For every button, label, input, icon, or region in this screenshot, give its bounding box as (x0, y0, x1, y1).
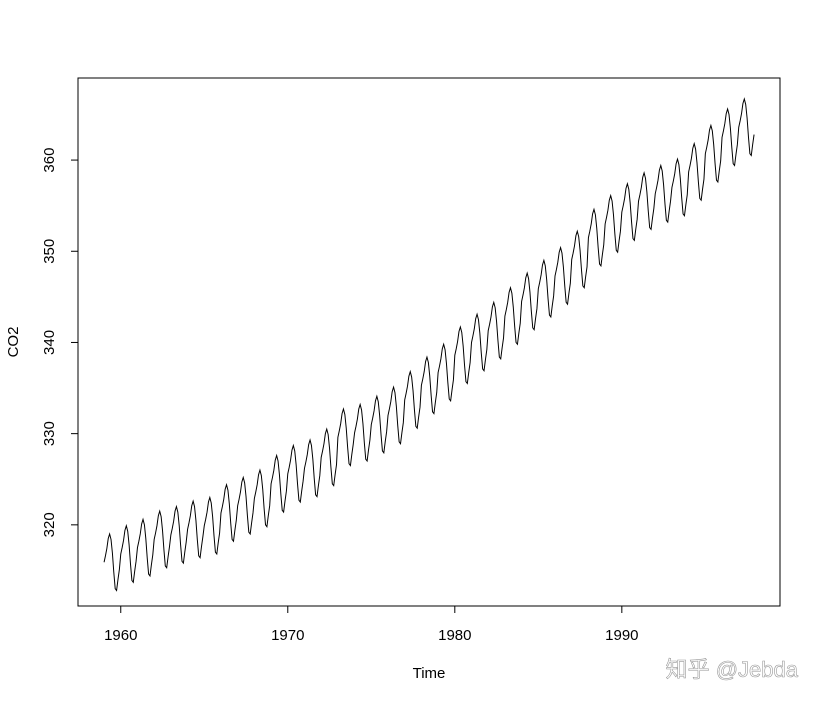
x-tick-label: 1990 (605, 627, 638, 644)
plot-frame (77, 77, 781, 607)
x-tick-label: 1970 (271, 627, 304, 644)
y-tick-label: 350 (41, 239, 58, 264)
watermark: 知乎 @Jebda (666, 657, 799, 682)
y-axis-label: CO2 (5, 327, 22, 358)
y-tick-label: 340 (41, 330, 58, 355)
y-tick-label: 360 (41, 148, 58, 173)
y-tick-label: 330 (41, 421, 58, 446)
y-tick-label: 320 (41, 512, 58, 537)
x-tick-label: 1960 (104, 627, 137, 644)
x-tick-label: 1980 (438, 627, 471, 644)
co2-line (103, 97, 755, 592)
x-axis-label: Time (413, 665, 446, 682)
